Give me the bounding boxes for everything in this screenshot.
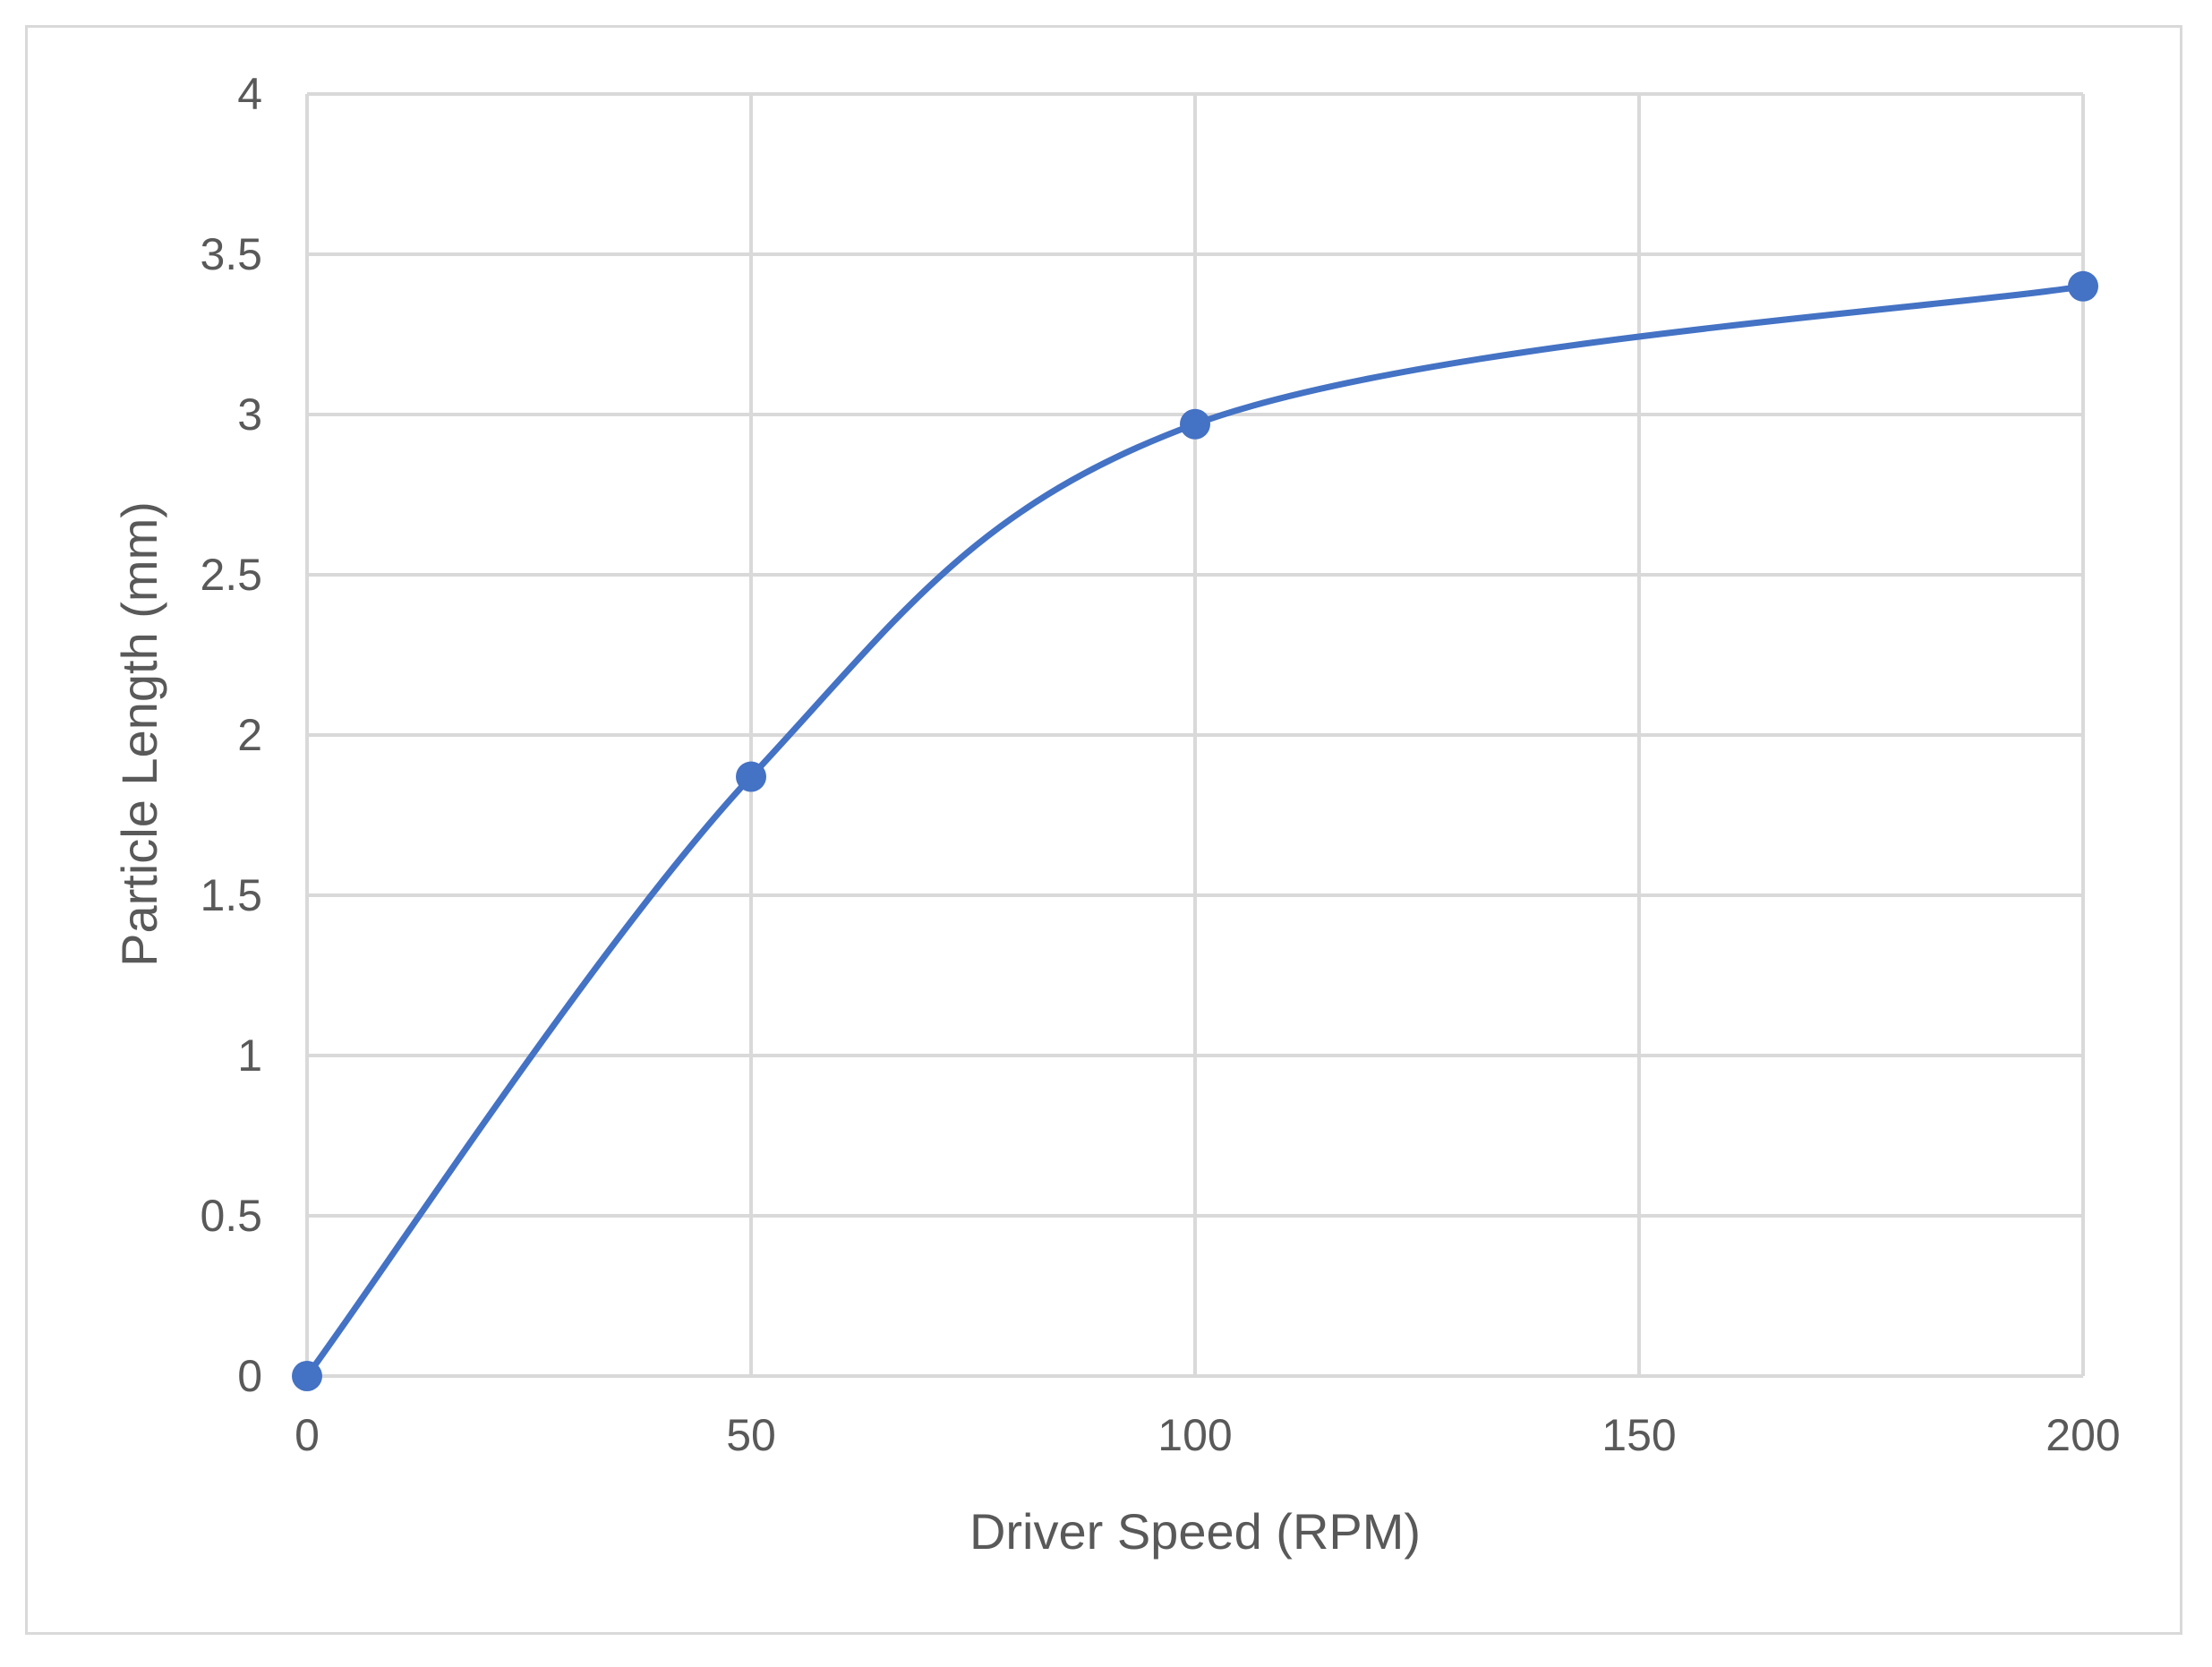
- series-line: [303, 283, 2087, 1380]
- y-tick-label: 3.5: [200, 229, 262, 279]
- x-tick-label: 100: [1157, 1410, 1232, 1460]
- data-point: [292, 1361, 322, 1391]
- x-tick-label: 50: [726, 1410, 776, 1460]
- x-tick-label: 0: [295, 1410, 320, 1460]
- y-tick-label: 0: [237, 1351, 262, 1401]
- y-tick-label: 2: [237, 710, 262, 760]
- y-axis-tick-labels: 0 0.5 1 1.5 2 2.5 3 3.5 4: [200, 69, 262, 1401]
- y-tick-label: 0.5: [200, 1191, 262, 1241]
- data-point: [736, 761, 766, 792]
- x-axis-title: Driver Speed (RPM): [969, 1503, 1421, 1560]
- data-point: [1180, 408, 1210, 440]
- data-point: [2068, 270, 2098, 302]
- y-tick-label: 4: [237, 69, 262, 119]
- y-tick-label: 3: [237, 389, 262, 440]
- x-tick-label: 200: [2045, 1410, 2120, 1460]
- x-axis-tick-labels: 0 50 100 150 200: [295, 1410, 2121, 1460]
- series-layer: [292, 270, 2098, 1391]
- y-axis-title: Particle Length (mm): [111, 501, 167, 967]
- y-tick-label: 1: [237, 1030, 262, 1081]
- y-tick-label: 1.5: [200, 870, 262, 920]
- y-tick-label: 2.5: [200, 550, 262, 600]
- chart-area: [25, 25, 2182, 1635]
- vertical-gridlines: [305, 94, 2085, 1376]
- x-tick-label: 150: [1601, 1410, 1676, 1460]
